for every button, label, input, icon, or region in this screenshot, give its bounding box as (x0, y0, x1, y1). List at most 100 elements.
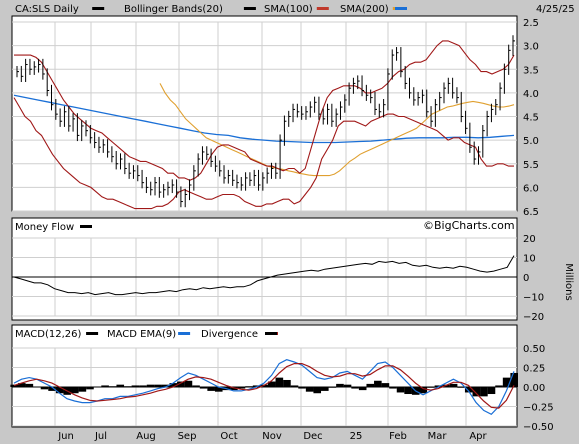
x-axis-labels: Jun Jul Aug Sep Oct Nov Dec 25 Feb Mar Apr (57, 431, 487, 442)
divergence-bar (245, 386, 253, 387)
divergence-bar (351, 387, 359, 389)
price-ytick-2: 3.5 (523, 65, 539, 76)
price-ytick-0: 2.5 (523, 18, 539, 29)
divergence-bar (472, 387, 481, 397)
divergence-bar (154, 384, 162, 387)
macd-ytick-4: −0.50 (523, 422, 554, 433)
divergence-bar (124, 386, 132, 387)
legend-label-0: Money Flow (15, 222, 74, 233)
divergence-bar (199, 387, 208, 389)
money-flow-line (13, 255, 515, 296)
x-label-8: Feb (389, 431, 407, 442)
price-ytick-1: 3.0 (523, 42, 539, 53)
divergence-bar (267, 381, 276, 387)
divergence-bar (495, 385, 503, 387)
divergence-bar (358, 387, 367, 391)
moneyflow-y-axis: 20 10 0 −10 −20 (523, 234, 544, 323)
sma100-line (159, 83, 515, 177)
x-label-5: Nov (262, 431, 282, 442)
legend-label-2: Divergence (201, 329, 258, 340)
legend-swatch-3 (265, 332, 277, 335)
divergence-bar (283, 379, 291, 387)
divergence-bar (237, 387, 246, 389)
divergence-bar (192, 385, 200, 387)
sma200-line (13, 94, 515, 144)
moneyflow-legend: Money Flow (15, 222, 92, 233)
price-ytick-3: 4.0 (523, 89, 539, 100)
x-label-2: Aug (136, 431, 156, 442)
macd-ytick-0: 0.50 (523, 344, 545, 355)
moneyflow-ytick-3: −10 (523, 293, 544, 304)
bollinger-lower-line (13, 97, 514, 210)
divergence-bar (336, 383, 344, 387)
divergence-bar (116, 384, 125, 387)
price-legend: CA:SLS Daily Bollinger Bands(20) SMA(100) S… (15, 4, 407, 15)
x-label-9: Mar (428, 431, 448, 442)
divergence-bar (33, 387, 41, 388)
price-series-group (13, 35, 515, 210)
x-label-0: Jun (57, 431, 74, 442)
divergence-bar (374, 380, 382, 387)
legend-swatch-0 (86, 332, 99, 335)
moneyflow-ytick-4: −20 (523, 312, 544, 323)
divergence-bar (78, 387, 87, 392)
macd-ytick-1: 0.25 (523, 364, 545, 375)
divergence-bar (275, 377, 284, 387)
legend-swatch-0 (80, 225, 92, 228)
divergence-bar (321, 387, 329, 391)
divergence-bar (146, 384, 155, 387)
legend-label-1: Bollinger Bands(20) (124, 4, 223, 15)
divergence-bar (207, 387, 215, 391)
divergence-bar (396, 387, 405, 393)
divergence-bar (40, 387, 49, 390)
legend-swatch-4 (395, 7, 407, 10)
bollinger-upper-line (14, 40, 515, 181)
price-ytick-7: 6.0 (523, 183, 539, 194)
divergence-bar (131, 385, 140, 387)
moneyflow-series-group (13, 255, 515, 296)
legend-swatch-1 (178, 332, 191, 335)
divergence-bar (480, 387, 488, 397)
divergence-bar (298, 387, 306, 389)
price-ytick-5: 5.0 (523, 136, 539, 147)
divergence-bar (55, 387, 64, 394)
price-ytick-6: 5.5 (523, 160, 539, 171)
moneyflow-ylabel: Millions (563, 263, 574, 300)
macd-ytick-2: 0.00 (523, 383, 545, 394)
divergence-bar (328, 387, 337, 388)
divergence-bar (313, 387, 322, 394)
watermark: ©BigCharts.com (423, 219, 515, 232)
divergence-bar (510, 372, 518, 387)
divergence-bar (290, 385, 299, 387)
price-ytick-4: 4.5 (523, 113, 539, 124)
divergence-bar (177, 381, 185, 387)
divergence-bar (366, 383, 375, 387)
legend-swatch-0 (92, 7, 105, 10)
divergence-bar (71, 387, 79, 394)
divergence-bar (184, 380, 193, 387)
moneyflow-gridlines (12, 237, 517, 317)
divergence-bar (404, 387, 412, 395)
x-label-3: Sep (178, 431, 197, 442)
legend-label-0: CA:SLS Daily (15, 4, 79, 15)
divergence-bar (487, 387, 496, 395)
divergence-bar (389, 387, 397, 389)
macd-divergence-bars (10, 372, 518, 397)
divergence-bar (86, 387, 94, 390)
divergence-bar (93, 387, 102, 388)
x-label-7: 25 (350, 431, 363, 442)
price-gridlines (12, 21, 517, 212)
legend-label-3: SMA(200) (340, 4, 389, 15)
x-label-4: Oct (220, 431, 237, 442)
macd-panel-frame (11, 324, 518, 428)
legend-swatch-2 (316, 7, 329, 10)
divergence-bar (214, 387, 223, 392)
divergence-bar (449, 383, 458, 387)
divergence-bar (101, 385, 109, 387)
macd-series-group (13, 359, 515, 416)
moneyflow-ytick-1: 10 (523, 254, 536, 265)
legend-swatch-1 (243, 7, 256, 10)
moneyflow-ytick-2: 0 (523, 273, 529, 284)
divergence-bar (48, 387, 56, 391)
